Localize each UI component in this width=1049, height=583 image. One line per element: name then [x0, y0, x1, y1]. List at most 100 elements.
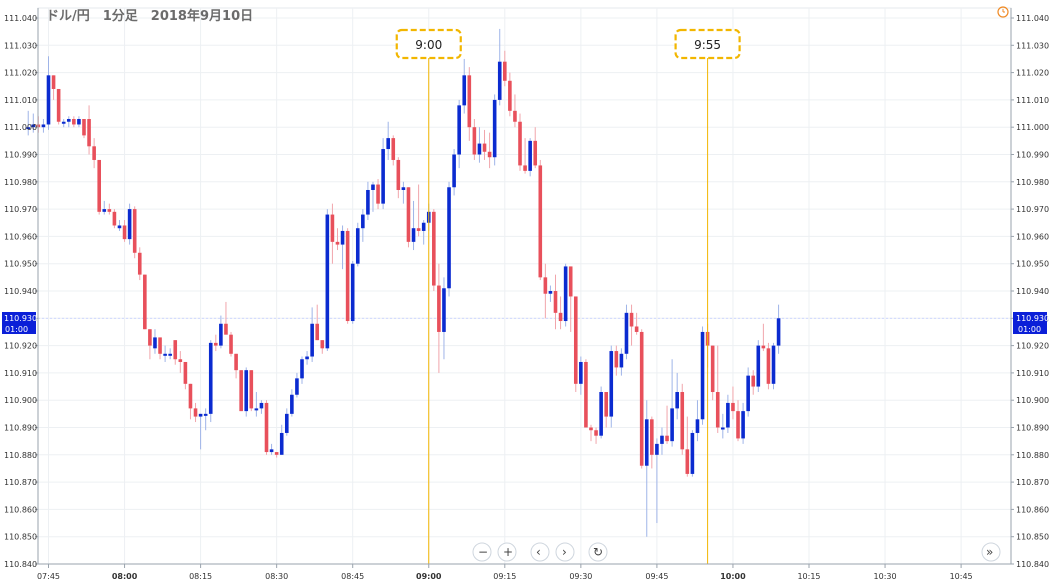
- x-tick-label: 10:15: [797, 572, 820, 581]
- candle-body-up: [462, 75, 467, 106]
- candle-body-down: [665, 435, 669, 442]
- candle-body-up: [670, 408, 674, 442]
- price-tag-left-time: 01:00: [5, 325, 28, 334]
- x-tick-label: 10:45: [950, 572, 973, 581]
- y-tick-label-left: 110.840: [4, 560, 37, 569]
- candle-body-down: [391, 138, 396, 160]
- y-tick-label-left: 110.860: [4, 505, 37, 514]
- x-tick-label: 08:30: [265, 572, 288, 581]
- candle-body-up: [46, 75, 51, 125]
- y-tick-label-left: 110.850: [4, 533, 37, 542]
- reset-icon: ↻: [593, 545, 603, 559]
- y-tick-label-left: 110.970: [4, 205, 37, 214]
- candle-body-down: [568, 266, 573, 297]
- price-tag-left-value: 110.930: [4, 314, 37, 323]
- candle-body-down: [685, 449, 690, 474]
- candle-body-down: [107, 209, 112, 212]
- y-tick-label-right: 110.920: [1016, 342, 1049, 351]
- candle-body-down: [472, 127, 477, 155]
- x-tick-label: 08:00: [112, 572, 138, 581]
- x-tick-label: 09:15: [493, 572, 516, 581]
- candle-body-down: [487, 151, 492, 158]
- double-chevron-right-icon: »: [986, 545, 993, 559]
- candle-body-up: [442, 288, 446, 332]
- candle-body-up: [366, 189, 370, 215]
- y-tick-label-right: 110.960: [1016, 232, 1049, 241]
- zoom-in-button[interactable]: +: [497, 542, 517, 562]
- x-tick-label: 08:45: [341, 572, 364, 581]
- y-tick-label-left: 110.870: [4, 478, 37, 487]
- candle-body-down: [193, 408, 198, 417]
- candle-body-up: [208, 342, 213, 414]
- y-tick-label-right: 110.850: [1016, 533, 1049, 542]
- candle-body-down: [680, 392, 685, 450]
- candle-body-down: [183, 361, 188, 384]
- clock-icon[interactable]: [997, 6, 1009, 18]
- zoom-out-button[interactable]: −: [472, 542, 492, 562]
- candle-body-down: [239, 370, 243, 412]
- candle-body-down: [82, 119, 86, 136]
- candle-body-down: [315, 323, 320, 341]
- candle-body-down: [188, 383, 193, 409]
- candle-body-down: [584, 361, 588, 428]
- candle-body-down: [543, 277, 548, 294]
- y-tick-label-left: 110.910: [4, 369, 37, 378]
- candle-body-up: [153, 337, 157, 349]
- price-tag-left: 110.930 01:00: [2, 312, 37, 334]
- candle-body-down: [715, 392, 720, 428]
- candle-body-up: [203, 413, 208, 416]
- x-tick-label: 10:30: [874, 572, 897, 581]
- scroll-left-button[interactable]: ‹: [530, 542, 550, 562]
- candle-body-up: [771, 345, 776, 384]
- x-tick-label: 10:00: [720, 572, 746, 581]
- y-tick-label-left: 110.880: [4, 451, 37, 460]
- candle-body-down: [731, 402, 735, 412]
- candle-body-up: [61, 121, 66, 124]
- y-tick-label-right: 110.910: [1016, 369, 1049, 378]
- price-tag-right-value: 110.930: [1016, 314, 1049, 323]
- candle-body-up: [198, 413, 203, 417]
- candle-body-up: [619, 353, 624, 368]
- candle-body-up: [655, 443, 659, 455]
- candle-body-down: [264, 402, 269, 453]
- candle-body-up: [310, 323, 314, 357]
- y-tick-label-left: 110.940: [4, 287, 37, 296]
- candle-body-up: [695, 419, 700, 433]
- candle-body-up: [279, 432, 284, 455]
- candle-body-down: [710, 345, 715, 393]
- y-tick-label-right: 110.870: [1016, 478, 1049, 487]
- candle-body-up: [259, 402, 264, 409]
- candle-body-up: [746, 375, 750, 412]
- y-tick-label-right: 110.940: [1016, 287, 1049, 296]
- marker-label-box: [674, 28, 741, 60]
- candle-body-down: [396, 159, 401, 190]
- candle-body-down: [224, 323, 228, 335]
- candle-body-up: [756, 345, 761, 387]
- jump-to-latest-button[interactable]: »: [981, 542, 1001, 562]
- candle-body-down: [97, 159, 101, 212]
- candle-body-down: [513, 110, 517, 122]
- candle-body-down: [761, 345, 766, 349]
- candle-body-up: [325, 214, 330, 349]
- y-tick-label-right: 110.880: [1016, 451, 1049, 460]
- candle-body-down: [234, 353, 238, 371]
- candle-body-up: [660, 435, 664, 444]
- candle-body-down: [432, 211, 436, 286]
- candle-body-up: [254, 408, 259, 411]
- reset-button[interactable]: ↻: [588, 542, 608, 562]
- candle-body-up: [690, 432, 695, 474]
- candle-body-up: [579, 361, 583, 384]
- y-tick-label-right: 110.950: [1016, 260, 1049, 269]
- candle-body-down: [122, 225, 127, 240]
- candle-body-up: [401, 187, 406, 190]
- candle-body-down: [112, 211, 117, 226]
- candle-body-down: [132, 209, 137, 253]
- candle-body-down: [72, 119, 76, 125]
- candle-body-up: [563, 266, 568, 322]
- marker-label-box: [395, 28, 462, 60]
- x-tick-label: 07:45: [37, 572, 60, 581]
- candle-body-down: [330, 214, 335, 242]
- y-tick-label-right: 110.860: [1016, 505, 1049, 514]
- candle-body-up: [609, 351, 614, 417]
- scroll-right-button[interactable]: ›: [555, 542, 575, 562]
